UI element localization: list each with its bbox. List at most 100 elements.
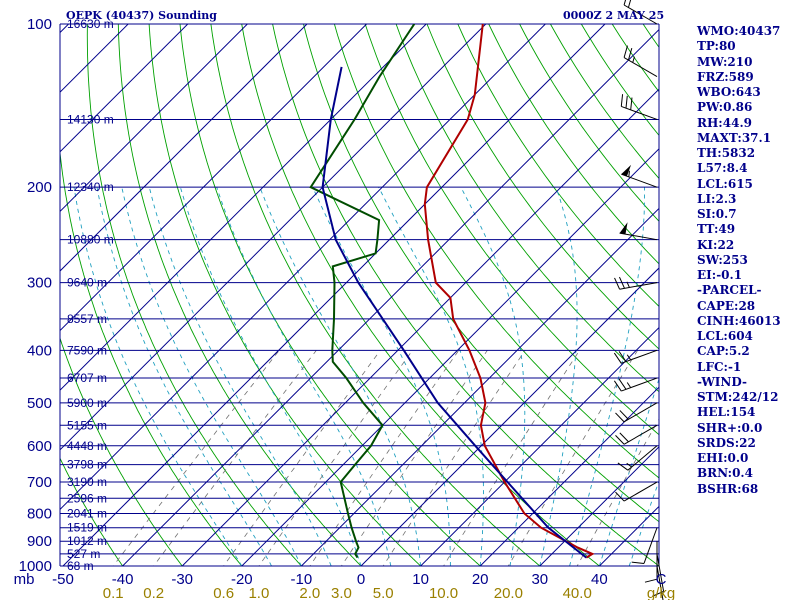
height-label: 1519 m [67, 521, 107, 535]
isotherm [60, 24, 487, 451]
pressure-axis-label: mb [14, 571, 35, 588]
height-label: 3190 m [67, 475, 107, 489]
isotherm [60, 24, 547, 511]
index-item: MAXT:37.1 [697, 130, 772, 145]
index-item: FRZ:589 [697, 69, 754, 84]
pressure-label: 1000 [19, 558, 52, 575]
wind-barb [615, 481, 658, 502]
wind-barb-staff [621, 377, 658, 392]
index-item: SHR+:0.0 [697, 420, 763, 435]
pressure-label: 800 [27, 505, 52, 522]
mixing-ratio-label: 0.2 [143, 585, 164, 600]
wind-barb [619, 222, 658, 241]
index-item: SW:253 [697, 252, 748, 267]
temperature-tick-label: -50 [52, 571, 74, 588]
moist-adiabat [569, 187, 645, 566]
wind-barb [623, 0, 658, 25]
mixing-ratio-label: 0.1 [103, 585, 124, 600]
index-item: WMO:40437 [697, 24, 781, 38]
wind-barb-feather [617, 462, 629, 471]
mixing-ratio-label: 2.0 [299, 585, 320, 600]
index-item: LCL:604 [697, 329, 753, 343]
dry-adiabat [457, 24, 659, 308]
index-item: SI:0.7 [697, 207, 737, 221]
wind-barb [617, 445, 658, 471]
wind-barb-staff [656, 565, 664, 600]
moist-adiabat [598, 377, 659, 566]
mixing-ratio-label: 0.6 [213, 585, 234, 600]
dry-adiabat [333, 24, 659, 479]
dry-adiabat [117, 24, 362, 566]
wind-barb-staff [627, 445, 658, 471]
temperature-tick-label: -20 [231, 571, 253, 588]
wind-barb-feather [613, 352, 622, 364]
wind-barb-staff [623, 57, 658, 77]
isotherm [60, 24, 308, 272]
wind-barb-feather [627, 47, 633, 61]
mixing-ratio-line [340, 350, 488, 566]
height-label: 10880 m [67, 233, 114, 247]
index-item: KI:22 [697, 237, 735, 252]
moist-adiabat [148, 187, 332, 566]
index-item: EHI:0.0 [697, 451, 749, 465]
isotherms [60, 24, 659, 566]
mixing-ratio-label: 10.0 [429, 585, 458, 600]
height-label: 5900 m [67, 396, 107, 410]
wind-barb-staff [623, 481, 658, 502]
index-item: CAPE:28 [697, 298, 756, 313]
wind-barb-feather [618, 378, 627, 390]
height-label: 527 m [67, 547, 100, 561]
dry-adiabats [60, 12, 800, 578]
wind-barb-half-feather [626, 382, 632, 388]
dry-adiabat [488, 24, 659, 265]
mixing-ratio-label: 1.0 [248, 585, 269, 600]
parcel-profile [321, 66, 587, 559]
pressure-label: 700 [27, 474, 52, 491]
moist-adiabat [460, 186, 526, 566]
temperature-unit-label: C [656, 571, 667, 588]
isotherm [479, 386, 659, 566]
wind-barb-feather [619, 410, 629, 420]
isotherm [60, 24, 189, 153]
mixing-ratio-unit-label: g/kg [647, 585, 675, 600]
index-item: STM:242/12 [697, 390, 779, 404]
temperature-tick-label: -10 [291, 571, 313, 588]
wind-barb-half-feather [628, 170, 630, 177]
mixing-ratio-lines [112, 350, 659, 566]
wind-barb [613, 349, 658, 364]
temperature-tick-label: 10 [412, 571, 429, 588]
wind-barb [621, 164, 658, 188]
dry-adiabat [787, 12, 800, 578]
mixing-ratio-line [153, 350, 317, 566]
wind-barb-staff [619, 282, 658, 290]
index-item: SRDS:22 [697, 435, 756, 450]
index-item: RH:44.9 [697, 115, 752, 130]
index-item: PW:0.86 [697, 100, 753, 115]
isotherm [241, 148, 659, 566]
temperature-tick-label: -30 [171, 571, 193, 588]
wind-barb [620, 94, 658, 120]
isobars [59, 23, 660, 567]
wind-barb-half-feather [626, 281, 630, 288]
index-item: CINH:46013 [697, 313, 781, 328]
wind-barb [623, 45, 658, 77]
wind-barb-staff [621, 173, 658, 188]
wind-barb [631, 527, 658, 564]
pressure-label: 300 [27, 275, 52, 292]
temperature-profile [423, 24, 595, 559]
mixing-ratio-line [507, 350, 638, 566]
height-label: 14130 m [67, 112, 114, 126]
isotherm [539, 446, 659, 566]
wind-barb [613, 377, 658, 392]
dry-adiabat [179, 24, 481, 566]
wind-barb [656, 565, 664, 600]
pressure-label: 100 [27, 16, 52, 33]
wind-barb-feather [631, 561, 645, 564]
wind-barb [644, 541, 658, 583]
moist-adiabat [259, 187, 422, 566]
temperature-tick-label: 30 [531, 571, 548, 588]
index-item: TH:5832 [697, 146, 756, 160]
dry-adiabat [210, 24, 541, 566]
temperature-tick-label: 0 [357, 571, 365, 588]
